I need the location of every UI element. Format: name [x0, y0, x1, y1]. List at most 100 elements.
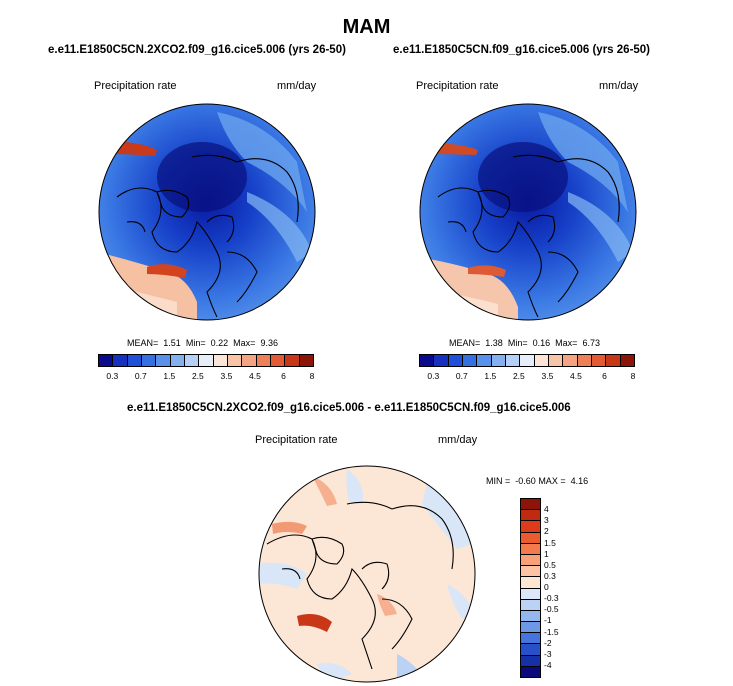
colorbar-tick-label: -3 — [544, 648, 552, 659]
colorbar-swatch — [199, 355, 214, 366]
colorbar-tick-label: 0.5 — [544, 559, 556, 570]
right-stats-line: MEAN= 1.38 Min= 0.16 Max= 6.73 — [449, 338, 600, 348]
right-units-label: mm/day — [599, 80, 639, 92]
colorbar-swatch — [170, 355, 185, 366]
colorbar-tick-label: -4 — [544, 659, 552, 670]
left-colorbar-ticks: 0.3 0.7 1.5 2.5 3.5 4.5 6 8 — [98, 371, 314, 383]
colorbar-swatch — [521, 599, 540, 611]
colorbar-swatch — [448, 355, 463, 366]
colorbar-swatch — [521, 510, 540, 522]
colorbar-swatch — [113, 355, 128, 366]
colorbar-tick-label: 4.5 — [570, 371, 582, 381]
colorbar-tick-label: 1.5 — [484, 371, 497, 381]
colorbar-swatch — [521, 644, 540, 656]
left-mean-label: MEAN= — [127, 338, 159, 348]
colorbar-swatch — [534, 355, 549, 366]
left-units-label: mm/day — [277, 80, 317, 92]
colorbar-tick-label: 0.7 — [455, 371, 468, 381]
colorbar-swatch — [242, 355, 257, 366]
colorbar-tick-label: -1.5 — [544, 626, 559, 637]
right-mean-label: MEAN= — [449, 338, 481, 348]
colorbar-swatch — [521, 577, 540, 589]
colorbar-tick-label: 3 — [544, 515, 549, 526]
right-colorbar — [419, 354, 635, 367]
right-colorbar-ticks: 0.3 0.7 1.5 2.5 3.5 4.5 6 8 — [419, 371, 635, 383]
diff-max-label: MAX = — [538, 476, 566, 486]
colorbar-swatch — [521, 588, 540, 600]
colorbar-swatch — [521, 622, 540, 634]
colorbar-swatch — [227, 355, 243, 366]
diff-variable-label: Precipitation rate — [255, 434, 338, 446]
right-min-label: Min= — [507, 338, 528, 348]
colorbar-swatch — [521, 521, 540, 533]
colorbar-swatch — [521, 532, 540, 544]
left-mean-value: 1.51 — [163, 338, 181, 348]
colorbar-swatch — [256, 355, 271, 366]
left-max-label: Max= — [233, 338, 256, 348]
colorbar-swatch — [184, 355, 200, 366]
colorbar-tick-label: 6 — [281, 371, 286, 381]
colorbar-swatch — [520, 355, 535, 366]
colorbar-swatch — [620, 355, 634, 366]
colorbar-tick-label: -1 — [544, 615, 552, 626]
colorbar-swatch — [521, 610, 540, 623]
colorbar-tick-label: 1.5 — [544, 537, 556, 548]
colorbar-swatch — [285, 355, 300, 366]
colorbar-swatch — [99, 355, 114, 366]
colorbar-swatch — [299, 355, 313, 366]
left-variable-label: Precipitation rate — [94, 80, 177, 92]
left-min-label: Min= — [185, 338, 206, 348]
diff-colorbar — [520, 498, 541, 678]
colorbar-tick-label: 2.5 — [512, 371, 525, 381]
colorbar-tick-label: 1 — [544, 548, 549, 559]
colorbar-swatch — [521, 655, 540, 667]
colorbar-swatch — [521, 543, 540, 555]
right-polar-map — [419, 103, 637, 321]
diff-colorbar-ticks: 4 3 2 1.5 1 0.5 0.3 0 -0.3 -0.5 -1 -1.5 -2 -3 -4 — [544, 498, 574, 678]
colorbar-tick-label: 0.7 — [134, 371, 147, 381]
colorbar-tick-label: 1.5 — [163, 371, 176, 381]
diff-min-value: -0.60 — [515, 476, 536, 486]
colorbar-tick-label: 0.3 — [427, 371, 440, 381]
right-case-title: e.e11.E1850C5CN.f09_g16.cice5.006 (yrs 2… — [393, 44, 651, 56]
colorbar-tick-label: 0.3 — [544, 570, 556, 581]
colorbar-swatch — [521, 499, 540, 511]
colorbar-swatch — [420, 355, 435, 366]
diff-max-value: 4.16 — [570, 476, 589, 486]
left-min-value: 0.22 — [210, 338, 229, 348]
colorbar-tick-label: 0.3 — [106, 371, 119, 381]
colorbar-swatch — [434, 355, 449, 366]
page-title: MAM — [342, 16, 391, 38]
left-polar-map — [98, 103, 316, 321]
colorbar-swatch — [491, 355, 506, 366]
colorbar-tick-label: 0 — [544, 582, 549, 592]
diff-title: e.e11.E1850C5CN.2XCO2.f09_g16.cice5.006 … — [127, 402, 571, 414]
colorbar-tick-label: 8 — [630, 371, 636, 381]
colorbar-swatch — [270, 355, 286, 366]
diff-units-label: mm/day — [438, 434, 478, 446]
left-stats-line: MEAN= 1.51 Min= 0.22 Max= 9.36 — [127, 338, 278, 348]
colorbar-tick-label: -0.3 — [544, 593, 559, 604]
colorbar-swatch — [591, 355, 607, 366]
diff-polar-map — [258, 465, 476, 683]
colorbar-tick-label: 2 — [544, 526, 549, 537]
colorbar-swatch — [127, 355, 142, 366]
left-case-title: e.e11.E1850C5CN.2XCO2.f09_g16.cice5.006 … — [48, 44, 346, 56]
colorbar-swatch — [606, 355, 621, 366]
left-colorbar — [98, 354, 314, 367]
colorbar-tick-label: -2 — [544, 637, 552, 648]
colorbar-swatch — [505, 355, 521, 366]
colorbar-swatch — [521, 566, 540, 578]
colorbar-tick-label: -0.5 — [544, 604, 559, 615]
colorbar-swatch — [563, 355, 578, 366]
colorbar-swatch — [521, 633, 540, 645]
colorbar-tick-label: 6 — [602, 371, 607, 381]
colorbar-tick-label: 3.5 — [220, 371, 233, 381]
colorbar-swatch — [577, 355, 592, 366]
colorbar-swatch — [521, 666, 540, 677]
right-variable-label: Precipitation rate — [416, 80, 499, 92]
colorbar-tick-label: 8 — [309, 371, 315, 381]
right-mean-value: 1.38 — [485, 338, 503, 348]
colorbar-swatch — [477, 355, 492, 366]
right-max-label: Max= — [555, 338, 578, 348]
